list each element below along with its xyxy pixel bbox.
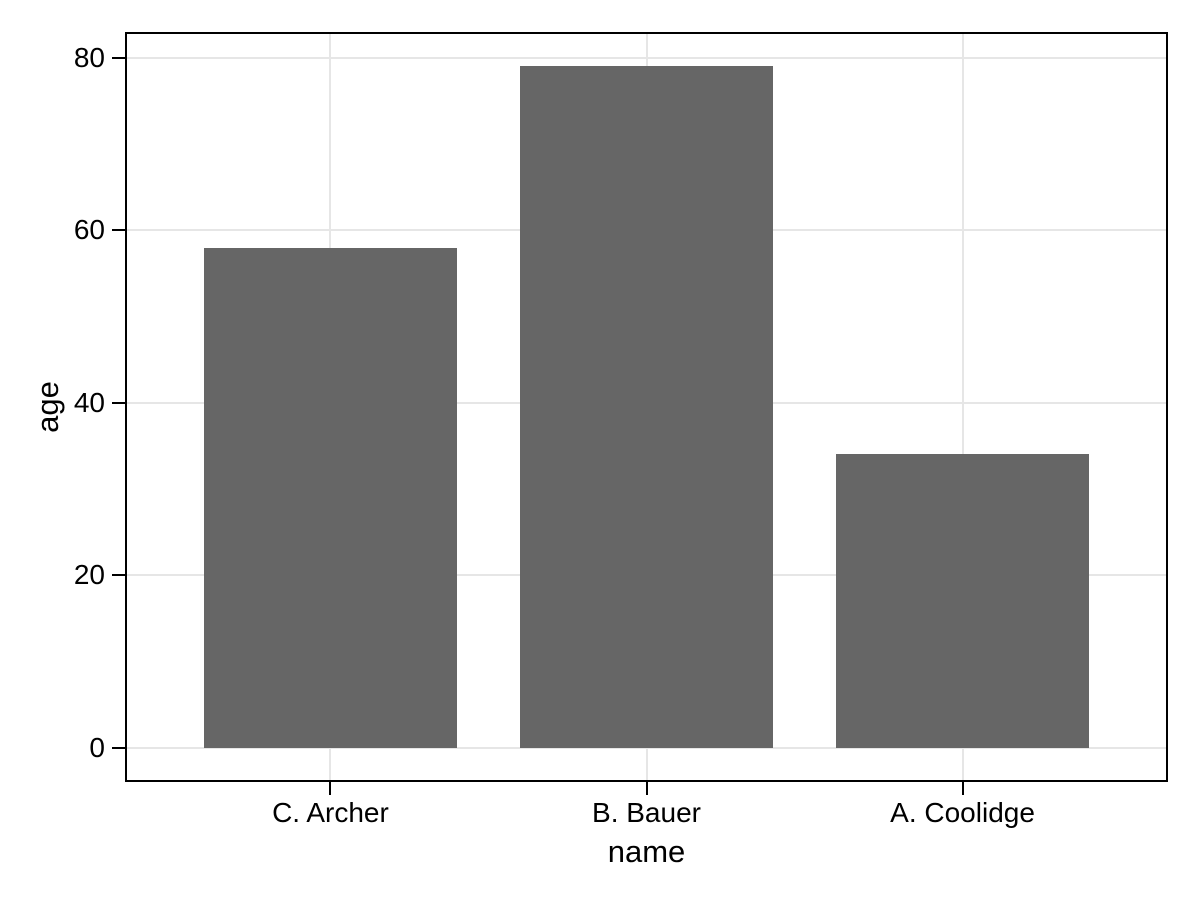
y-tick (112, 746, 125, 749)
y-tick (112, 229, 125, 232)
x-tick (329, 782, 332, 795)
x-tick (961, 782, 964, 795)
bar (836, 454, 1089, 748)
plot-area (125, 32, 1168, 782)
y-tick-label: 40 (73, 386, 105, 418)
bar (520, 66, 773, 748)
x-tick-label: A. Coolidge (890, 797, 1035, 828)
bar (204, 247, 457, 748)
x-tick-label: C. Archer (272, 797, 389, 828)
y-tick (112, 56, 125, 59)
x-axis-title: name (607, 834, 686, 869)
y-tick-label: 0 (89, 731, 105, 763)
y-tick (112, 401, 125, 404)
x-tick (645, 782, 648, 795)
y-tick-label: 60 (73, 214, 105, 246)
y-tick (112, 574, 125, 577)
v-gridline (961, 32, 964, 782)
x-tick-label: B. Bauer (592, 797, 701, 828)
y-tick-label: 20 (73, 559, 105, 591)
y-tick-label: 80 (73, 41, 105, 73)
